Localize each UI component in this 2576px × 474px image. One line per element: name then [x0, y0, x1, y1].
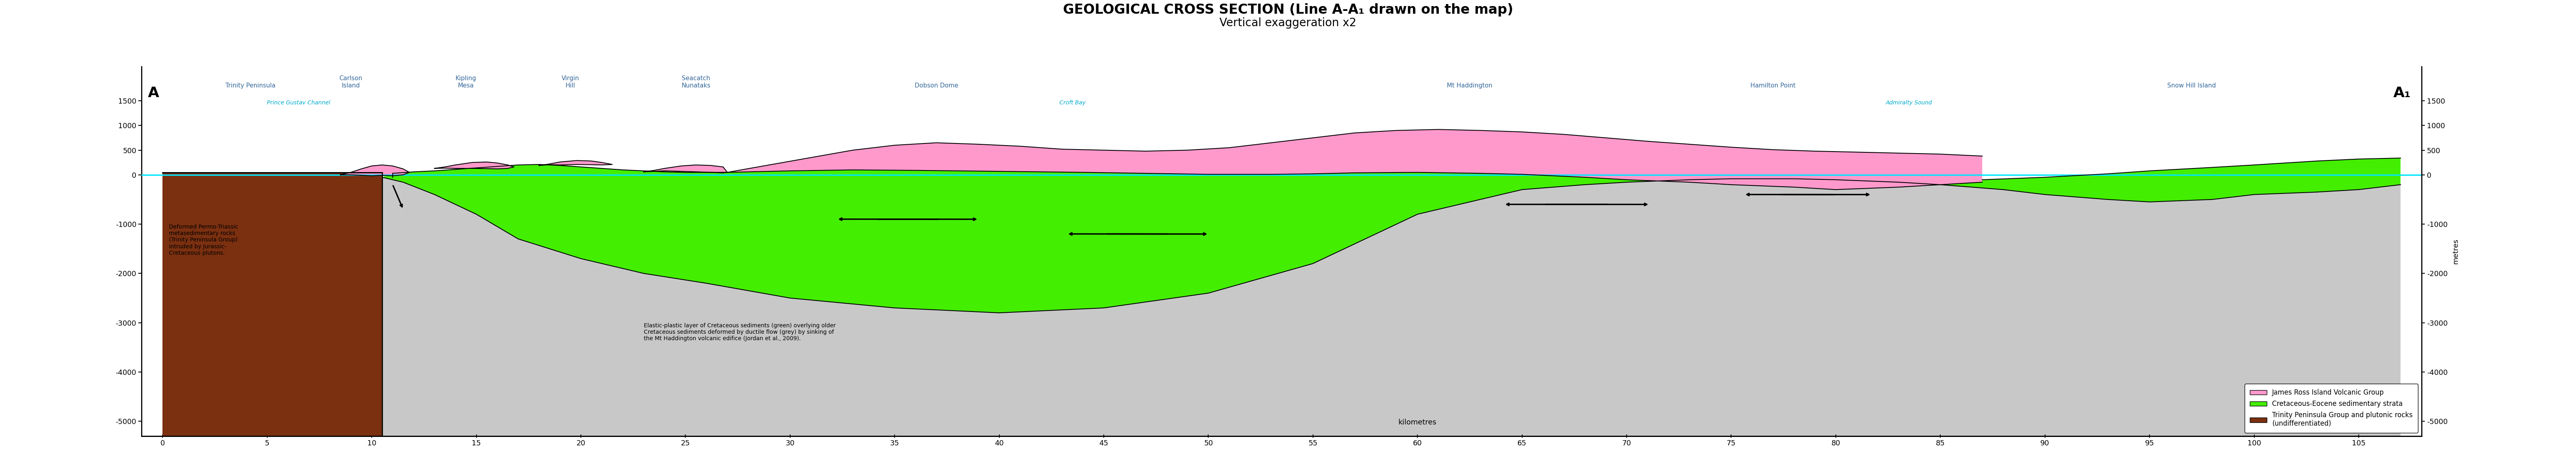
- Text: Elastic-plastic layer of Cretaceous sediments (green) overlying older
Cretaceous: Elastic-plastic layer of Cretaceous sedi…: [644, 323, 835, 341]
- Text: GEOLOGICAL CROSS SECTION (Line A-A₁ drawn on the map): GEOLOGICAL CROSS SECTION (Line A-A₁ draw…: [1064, 3, 1512, 17]
- Text: Prince Gustav Channel: Prince Gustav Channel: [268, 100, 330, 106]
- Polygon shape: [162, 173, 381, 436]
- Polygon shape: [435, 162, 515, 169]
- Text: Croft Bay: Croft Bay: [1059, 100, 1084, 106]
- Text: Seacatch
Nunataks: Seacatch Nunataks: [683, 75, 711, 89]
- Polygon shape: [340, 165, 410, 176]
- Polygon shape: [644, 165, 726, 173]
- Text: Snow Hill Island: Snow Hill Island: [2166, 82, 2215, 89]
- Polygon shape: [381, 158, 2401, 313]
- Text: A₁: A₁: [2393, 86, 2411, 100]
- Legend: James Ross Island Volcanic Group, Cretaceous-Eocene sedimentary strata, Trinity : James Ross Island Volcanic Group, Cretac…: [2244, 384, 2419, 433]
- Text: Mt Haddington: Mt Haddington: [1448, 82, 1492, 89]
- Text: kilometres: kilometres: [1399, 419, 1437, 426]
- Text: Carlson
Island: Carlson Island: [340, 75, 363, 89]
- Text: Kipling
Mesa: Kipling Mesa: [456, 75, 477, 89]
- Polygon shape: [538, 161, 613, 165]
- Polygon shape: [162, 177, 2401, 436]
- Text: Hamilton Point: Hamilton Point: [1752, 82, 1795, 89]
- Text: Deformed Permo-Triassic
metasedimentary rocks
(Trinity Peninsula Group)
intruded: Deformed Permo-Triassic metasedimentary …: [170, 224, 237, 256]
- Text: Dobson Dome: Dobson Dome: [914, 82, 958, 89]
- Text: Vertical exaggeration x2: Vertical exaggeration x2: [1218, 17, 1358, 28]
- Text: Virgin
Hill: Virgin Hill: [562, 75, 580, 89]
- Y-axis label: metres: metres: [2452, 238, 2460, 264]
- Text: A: A: [147, 86, 160, 100]
- Text: Trinity Peninsula: Trinity Peninsula: [224, 82, 276, 89]
- Text: Admiralty Sound: Admiralty Sound: [1886, 100, 1932, 106]
- Polygon shape: [726, 129, 1981, 190]
